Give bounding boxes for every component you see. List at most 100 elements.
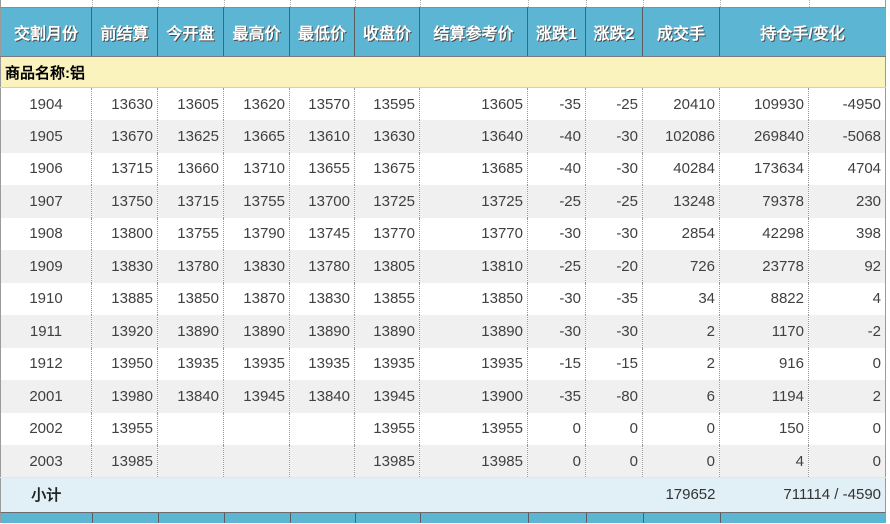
quote-rows: 1904 13630 13605 13620 13570 13595 13605 -35 -25… [0,87,886,478]
divider [355,0,356,7]
cell-value: 0 [527,412,586,445]
divider [290,0,291,7]
divider [643,512,644,523]
cell-value: 1194 [719,380,809,413]
commodity-group-row: 商品名称:铝 [0,56,886,88]
commodity-name-label: 商品名称:铝 [0,56,886,88]
cell-value: 109930 [719,87,809,120]
cell-value: -35 [527,380,586,413]
divider [528,0,529,7]
cell-value: -80 [585,380,643,413]
cell-value: 13850 [157,282,224,315]
cell-value: -25 [527,250,586,283]
cell-value [289,412,355,445]
cell-value: 4 [808,282,886,315]
cell-value: 92 [808,250,886,283]
cell-value: 13955 [91,412,158,445]
cell-value: 13850 [419,282,528,315]
cell-value: 13840 [289,380,355,413]
cell-value: 13715 [157,185,224,218]
table-row: 1910 13885 13850 13870 13830 13855 13850 -30 -35… [0,282,886,315]
table-row: 1909 13830 13780 13830 13780 13805 13810 -25 -20… [0,250,886,283]
cell-value: 13985 [419,445,528,478]
cell-value: 13900 [419,380,528,413]
header-row: 交割月份 前结算 今开盘 最高价 最低价 收盘价 结算参考价 涨跌1 涨跌2 成… [0,7,886,57]
cell-delivery-month: 1905 [0,120,92,153]
cell-value: 13630 [354,120,420,153]
cell-value: -25 [527,185,586,218]
cell-value: 0 [585,445,643,478]
divider [158,512,159,523]
cell-value: 13985 [91,445,158,478]
cell-value [289,445,355,478]
cell-value: 13715 [91,152,158,185]
cell-value: 13725 [419,185,528,218]
table-row: 1906 13715 13660 13710 13655 13675 13685 -40 -30… [0,152,886,185]
col-header-close: 收盘价 [354,7,420,57]
cell-value: -35 [527,87,586,120]
cell-value: 13685 [419,152,528,185]
cell-value: 13640 [419,120,528,153]
cell-value: 0 [585,412,643,445]
cell-value: 13955 [354,412,420,445]
cell-value: 13665 [223,120,290,153]
cell-value: 13660 [157,152,224,185]
cell-value: -30 [527,282,586,315]
cell-value: 40284 [642,152,720,185]
cell-value: 13840 [157,380,224,413]
previous-row-partial [0,0,886,7]
cell-value: 0 [808,445,886,478]
cell-value: 13625 [157,120,224,153]
cell-value: 150 [719,412,809,445]
divider [586,512,587,523]
cell-value: 13945 [223,380,290,413]
cell-value: -30 [585,152,643,185]
table-row: 2003 13985 13985 13985 0 0 0 4 0 [0,445,886,478]
cell-value: 2 [642,347,720,380]
divider [528,512,529,523]
divider [92,512,93,523]
cell-value: -2 [808,315,886,348]
cell-value: 0 [808,412,886,445]
cell-value: 13955 [419,412,528,445]
cell-value: 0 [642,445,720,478]
cell-value: 13920 [91,315,158,348]
futures-quote-table: 交割月份 前结算 今开盘 最高价 最低价 收盘价 结算参考价 涨跌1 涨跌2 成… [0,7,887,512]
cell-value: 13725 [354,185,420,218]
cell-value: 173634 [719,152,809,185]
cell-value: 13950 [91,347,158,380]
col-header-settlement-ref: 结算参考价 [419,7,528,57]
subtotal-open-interest: 711114 / -4590 [719,477,886,512]
cell-value: 13935 [157,347,224,380]
cell-value: 0 [527,445,586,478]
table-row: 1907 13750 13715 13755 13700 13725 13725 -25 -25… [0,185,886,218]
table-row: 1912 13950 13935 13935 13935 13935 13935 -15 -15… [0,347,886,380]
divider [92,0,93,7]
cell-value: 0 [642,412,720,445]
divider [158,0,159,7]
table-row: 1905 13670 13625 13665 13610 13630 13640 -40 -30… [0,120,886,153]
col-header-open: 今开盘 [157,7,224,57]
cell-value: 13890 [223,315,290,348]
next-table-header-partial [0,511,886,523]
cell-delivery-month: 1911 [0,315,92,348]
cell-value: 13890 [419,315,528,348]
cell-value: 79378 [719,185,809,218]
cell-value: 4 [719,445,809,478]
cell-value: 13810 [419,250,528,283]
divider [355,512,356,523]
cell-value: -4950 [808,87,886,120]
cell-value: 2854 [642,217,720,250]
cell-value: -5068 [808,120,886,153]
divider [720,512,721,523]
divider [224,0,225,7]
cell-value: 13595 [354,87,420,120]
cell-value: 8822 [719,282,809,315]
cell-value: -25 [585,87,643,120]
cell-value: 13630 [91,87,158,120]
cell-value: 102086 [642,120,720,153]
cell-value: 230 [808,185,886,218]
cell-value: 20410 [642,87,720,120]
cell-delivery-month: 2002 [0,412,92,445]
cell-value: 13750 [91,185,158,218]
